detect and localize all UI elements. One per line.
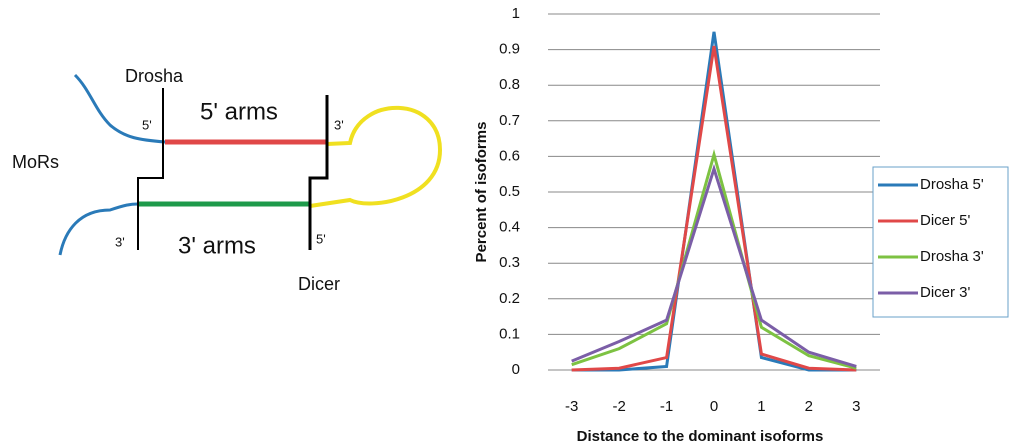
legend-label: Drosha 3' — [920, 248, 984, 265]
series-line — [572, 32, 857, 370]
y-tick-label: 0.6 — [499, 147, 520, 164]
dicer-cut — [310, 95, 327, 250]
series-line — [572, 169, 857, 367]
label: 5' — [142, 117, 152, 132]
label: 3' arms — [178, 232, 256, 259]
label: Drosha — [125, 66, 184, 86]
strand-3p — [60, 204, 138, 255]
series-line — [572, 155, 857, 369]
x-tick-label: 2 — [805, 398, 813, 415]
y-tick-label: 0.7 — [499, 112, 520, 129]
y-tick-label: 1 — [512, 5, 520, 22]
x-tick-label: -2 — [612, 398, 625, 415]
figure: Drosha 5' arms 5' 3' MoRs 3' 3' arms 5' … — [0, 0, 1009, 448]
y-tick-label: 0.3 — [499, 254, 520, 271]
y-tick-label: 0.5 — [499, 183, 520, 200]
drosha-cut — [138, 88, 163, 250]
y-tick-label: 0.1 — [499, 325, 520, 342]
y-tick-label: 0.2 — [499, 290, 520, 307]
y-tick-label: 0 — [512, 361, 520, 378]
y-tick-label: 0.9 — [499, 41, 520, 58]
diagram: Drosha 5' arms 5' 3' MoRs 3' 3' arms 5' … — [12, 66, 440, 294]
label: 3' — [334, 117, 344, 132]
y-axis-label: Percent of isoforms — [473, 122, 490, 263]
x-tick-label: 3 — [852, 398, 860, 415]
y-tick-label: 0.8 — [499, 76, 520, 93]
label: MoRs — [12, 152, 59, 172]
legend-label: Drosha 5' — [920, 176, 984, 193]
loop — [310, 108, 440, 206]
label: 5' arms — [200, 98, 278, 125]
legend-label: Dicer 5' — [920, 212, 971, 229]
y-tick-label: 0.4 — [499, 219, 520, 236]
x-tick-label: -1 — [660, 398, 673, 415]
x-tick-label: 1 — [757, 398, 765, 415]
label: Dicer — [298, 274, 340, 294]
legend-label: Dicer 3' — [920, 284, 971, 301]
label: 5' — [316, 231, 326, 246]
x-tick-label: 0 — [710, 398, 718, 415]
x-axis-label: Distance to the dominant isoforms — [577, 428, 824, 445]
x-tick-label: -3 — [565, 398, 578, 415]
label: 3' — [115, 234, 125, 249]
series-line — [572, 46, 857, 370]
